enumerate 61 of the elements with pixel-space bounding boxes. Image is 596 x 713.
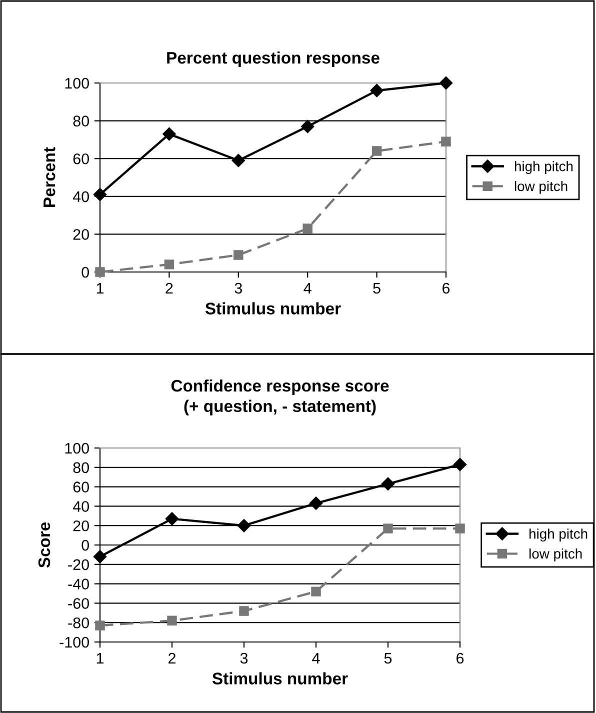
y-tick-label: 100	[65, 442, 89, 454]
x-tick-label: 4	[312, 652, 320, 664]
chart-title: Percent question response	[167, 51, 380, 68]
legend-label: high pitch	[514, 161, 573, 174]
x-tick-label: 6	[442, 282, 450, 294]
point	[381, 477, 395, 490]
point	[441, 136, 451, 146]
x-tick-label: 6	[456, 652, 464, 664]
point	[439, 76, 453, 90]
point	[232, 154, 245, 168]
point	[167, 616, 177, 626]
x-tick-label: 4	[304, 282, 312, 294]
legend-label: low pitch	[514, 180, 568, 194]
y-tick-label: 40	[72, 501, 89, 512]
x-tick-label: 2	[168, 652, 176, 664]
x-tick-label: 3	[240, 652, 248, 664]
y-tick-label: -60	[68, 598, 89, 609]
point	[453, 458, 467, 472]
y-tick-label: 80	[73, 116, 89, 126]
x-axis-title: Stimulus number	[205, 302, 341, 314]
x-tick-label: 2	[166, 282, 173, 294]
x-axis-title: Stimulus number	[212, 672, 348, 684]
point	[311, 586, 321, 596]
x-tick-label: 5	[384, 652, 392, 664]
point	[93, 188, 107, 202]
legend-label: high pitch	[530, 528, 588, 542]
point	[93, 550, 107, 564]
y-axis-title: Percent	[44, 147, 56, 207]
point	[383, 524, 393, 534]
point	[372, 146, 382, 156]
point	[162, 127, 176, 141]
y-tick-label: 20	[73, 229, 89, 240]
point	[165, 512, 179, 526]
point	[309, 496, 323, 510]
point	[234, 250, 244, 260]
chart-title: Confidence response score (+ question, - statement)	[171, 379, 389, 416]
y-tick-label: -80	[68, 617, 89, 628]
y-axis-title: Score	[38, 522, 50, 568]
y-tick-label: 80	[73, 462, 89, 474]
point	[239, 606, 249, 616]
y-tick-label: -100	[60, 636, 89, 648]
x-tick-label: 1	[96, 282, 104, 294]
y-tick-label: 100	[65, 78, 89, 89]
point	[370, 84, 384, 98]
y-tick-label: 0	[82, 266, 89, 278]
y-tick-label: 60	[73, 482, 89, 492]
x-tick-label: 3	[234, 282, 242, 294]
point	[302, 224, 312, 234]
point	[455, 524, 465, 534]
point	[301, 120, 314, 134]
y-tick-label: 40	[72, 191, 89, 202]
y-tick-label: 60	[73, 153, 89, 164]
y-tick-label: 0	[82, 540, 89, 551]
point	[237, 519, 251, 532]
x-tick-label: 5	[373, 282, 380, 294]
y-tick-label: 20	[73, 520, 89, 532]
point	[164, 260, 174, 270]
y-tick-label: -20	[68, 559, 89, 570]
y-tick-label: -40	[68, 578, 89, 590]
x-tick-label: 1	[96, 652, 104, 664]
legend-label: low pitch	[530, 548, 582, 562]
